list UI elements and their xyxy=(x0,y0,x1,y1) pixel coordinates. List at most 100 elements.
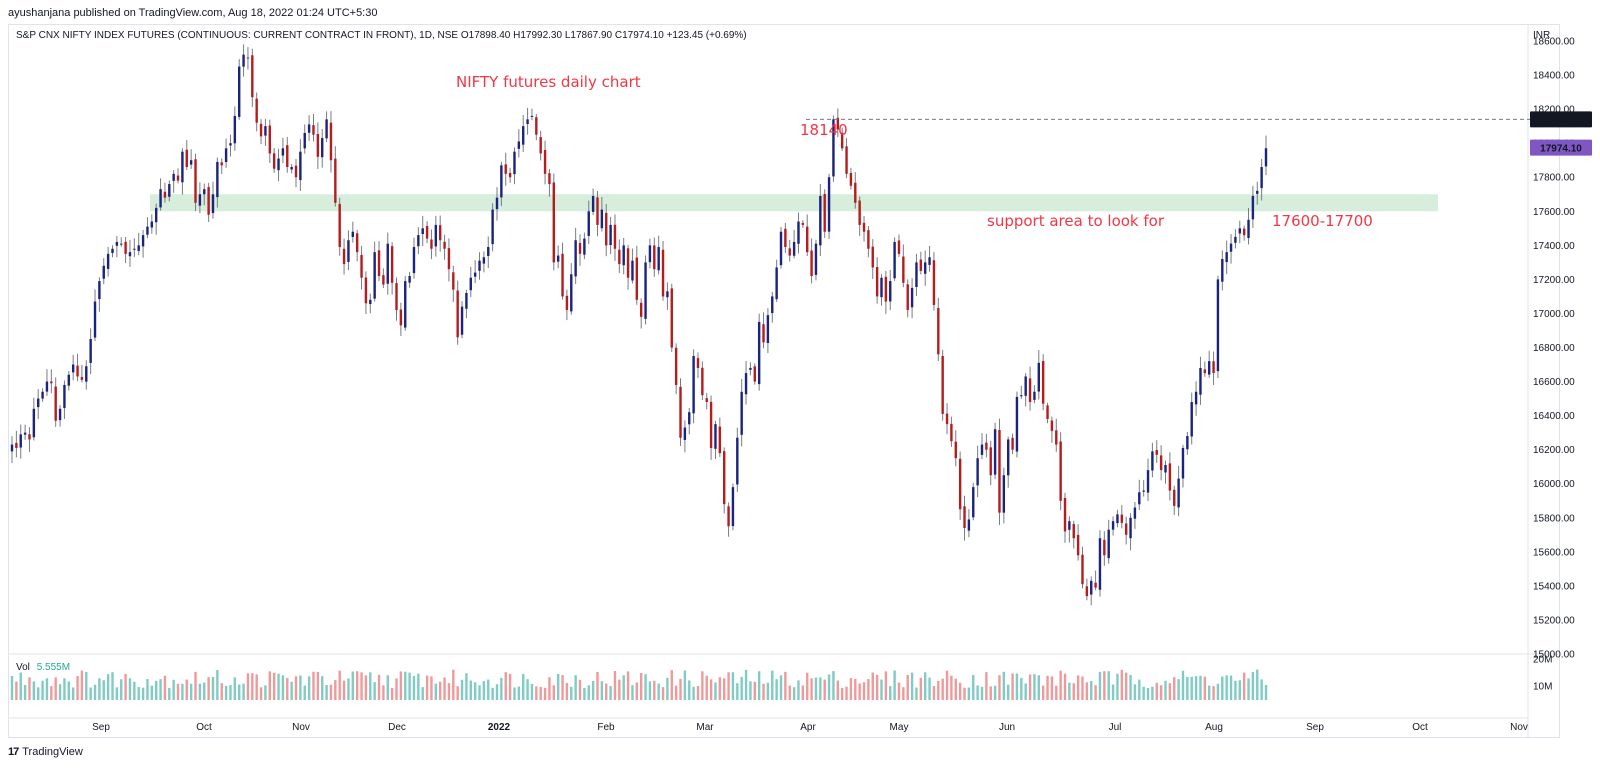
volume-bar xyxy=(1024,683,1027,700)
candle-body xyxy=(762,324,765,343)
volume-bar xyxy=(106,674,110,700)
volume-bar xyxy=(993,685,997,700)
candle-body xyxy=(653,245,656,270)
candle-body xyxy=(1181,447,1185,479)
volume-bar xyxy=(1020,677,1023,700)
volume-bar xyxy=(967,687,971,700)
volume-bar xyxy=(958,682,962,700)
candle-body xyxy=(342,248,346,265)
candle-body xyxy=(517,141,521,149)
volume-bar xyxy=(1120,669,1124,700)
volume-bar xyxy=(203,682,206,700)
candle-body xyxy=(268,125,271,154)
volume-bar xyxy=(1264,684,1268,700)
volume-bar xyxy=(871,672,874,700)
candle-body xyxy=(434,224,438,247)
candle-body xyxy=(937,308,940,355)
candle-body xyxy=(1203,369,1207,374)
price-badge-last xyxy=(1530,139,1592,156)
volume-bar xyxy=(810,678,813,700)
candle-body xyxy=(618,249,621,265)
support-zone xyxy=(150,194,1438,212)
candle-body xyxy=(1116,514,1119,524)
volume-bar xyxy=(404,671,407,700)
volume-bar xyxy=(1116,673,1119,700)
price-tick-label: 15200.00 xyxy=(1533,615,1575,626)
volume-bar xyxy=(124,673,127,700)
volume-bar xyxy=(583,687,586,700)
candle-body xyxy=(487,247,490,257)
volume-bar xyxy=(1124,672,1128,700)
candle-body xyxy=(845,146,848,174)
price-tick-label: 16400.00 xyxy=(1533,411,1575,422)
candle-body xyxy=(1050,420,1054,431)
candle-body xyxy=(998,430,1001,513)
candle-body xyxy=(779,231,783,266)
volume-bar xyxy=(517,686,521,700)
volume-bar xyxy=(224,685,228,700)
volume-bar xyxy=(334,680,337,700)
volume-legend[interactable]: Vol 5.555M xyxy=(16,662,70,673)
volume-bar xyxy=(963,687,966,700)
volume-bar xyxy=(325,685,328,700)
volume-legend-label: Vol xyxy=(16,662,30,673)
candle-body xyxy=(347,240,350,262)
symbol-legend[interactable]: S&P CNX NIFTY INDEX FUTURES (CONTINUOUS:… xyxy=(16,30,747,41)
volume-bar xyxy=(1007,684,1010,700)
candle-body xyxy=(972,487,975,518)
tradingview-logo[interactable]: 17 TradingView xyxy=(8,746,83,758)
candle-body xyxy=(369,299,372,305)
candle-body xyxy=(120,243,123,245)
candle-body xyxy=(1124,523,1128,535)
candle-body xyxy=(1251,195,1255,220)
candle-body xyxy=(430,239,433,249)
candle-body xyxy=(556,255,560,262)
candle-body xyxy=(198,194,202,206)
volume-bar xyxy=(574,675,577,700)
volume-bar xyxy=(1133,684,1137,700)
candle-body xyxy=(469,277,472,291)
volume-bar xyxy=(766,682,770,700)
candle-body xyxy=(1164,465,1167,473)
candle-body xyxy=(714,424,717,449)
price-tick-label: 18400.00 xyxy=(1533,71,1575,82)
volume-bar xyxy=(211,676,215,700)
volume-bar xyxy=(941,678,944,700)
volume-bar xyxy=(10,676,14,700)
candle-body xyxy=(299,151,302,181)
volume-bar xyxy=(255,674,258,700)
candle-body xyxy=(893,241,896,279)
candle-body xyxy=(45,381,49,392)
candle-body xyxy=(412,247,416,274)
volume-bar xyxy=(587,685,590,700)
volume-bar xyxy=(1046,675,1049,700)
volume-bar xyxy=(670,670,673,700)
candle-body xyxy=(390,246,394,283)
volume-bar xyxy=(801,685,805,700)
candle-body xyxy=(1076,534,1080,556)
candle-body xyxy=(1264,148,1268,167)
candle-body xyxy=(238,66,241,117)
candle-body xyxy=(539,137,542,154)
volume-bar xyxy=(771,670,774,700)
volume-bar xyxy=(163,675,167,700)
volume-bar xyxy=(238,684,241,700)
volume-bar xyxy=(1238,680,1241,700)
volume-bar xyxy=(338,670,341,700)
candle-body xyxy=(460,306,464,335)
candle-body xyxy=(338,203,341,248)
volume-bar xyxy=(168,687,171,700)
candle-body xyxy=(163,191,167,198)
candle-body xyxy=(967,519,971,531)
volume-bar xyxy=(504,672,507,700)
volume-bar xyxy=(854,678,857,700)
volume-bar xyxy=(1107,671,1110,700)
volume-bar xyxy=(1059,670,1062,700)
candle-body xyxy=(836,117,840,130)
volume-bar xyxy=(460,679,464,700)
volume-bar xyxy=(731,672,735,700)
candle-body xyxy=(849,172,853,186)
candle-body xyxy=(923,262,927,274)
volume-bar xyxy=(355,671,359,700)
